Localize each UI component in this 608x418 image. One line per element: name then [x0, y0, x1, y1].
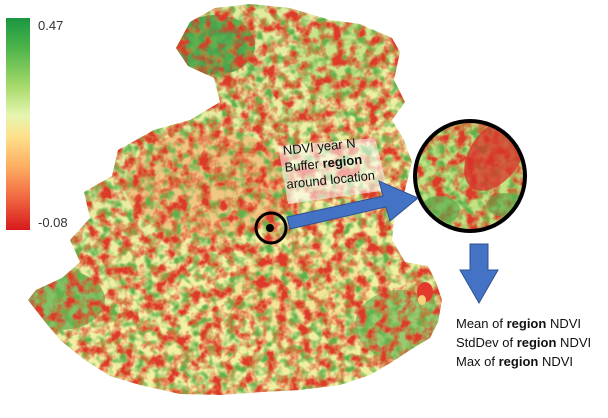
island [417, 282, 433, 305]
down-arrow-icon [459, 243, 499, 305]
legend-color-bar [6, 18, 30, 230]
callout-background [278, 138, 388, 204]
stat-max-suffix: NDVI [538, 354, 574, 369]
stat-std-bold: region [516, 335, 557, 350]
stat-mean-bold: region [506, 316, 547, 331]
zoom-circle [413, 119, 527, 233]
stat-stddev: StdDev of region NDVI [456, 333, 591, 352]
stat-max: Max of region NDVI [456, 352, 591, 371]
stat-mean-suffix: NDVI [546, 316, 581, 331]
stat-mean-prefix: Mean of [456, 316, 507, 331]
stat-max-bold: region [498, 354, 539, 369]
stat-max-prefix: Max of [456, 354, 499, 369]
stat-std-suffix: NDVI [556, 335, 592, 350]
stats-list: Mean of region NDVI StdDev of region NDV… [456, 314, 591, 371]
stat-mean: Mean of region NDVI [456, 314, 591, 333]
legend-min-label: -0.08 [38, 215, 68, 230]
legend-max-label: 0.47 [38, 18, 64, 33]
right-arrow-icon [286, 180, 419, 230]
location-marker [254, 211, 288, 245]
stat-std-prefix: StdDev of [456, 335, 517, 350]
